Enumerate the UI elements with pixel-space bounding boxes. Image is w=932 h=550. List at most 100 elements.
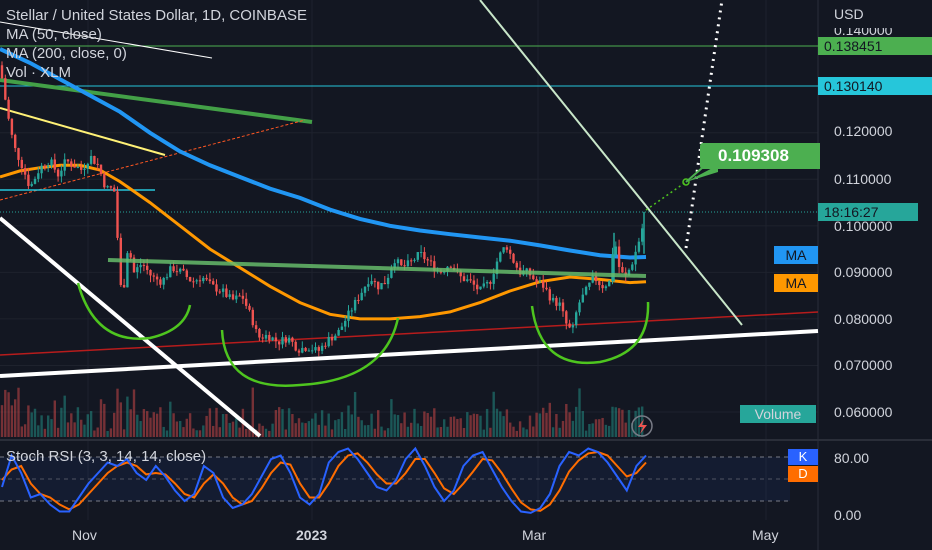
volume-bar xyxy=(482,429,485,437)
volume-bar xyxy=(50,419,53,437)
volume-bar xyxy=(429,416,433,437)
ma50-legend[interactable]: MA (50, close) xyxy=(6,26,102,43)
volume-bar xyxy=(363,425,367,437)
volume-bar xyxy=(459,418,462,437)
time-tick: 2023 xyxy=(296,527,328,543)
volume-bar xyxy=(466,412,469,437)
candle-body xyxy=(248,305,251,310)
volume-bar xyxy=(393,414,396,437)
volume-bar xyxy=(502,416,505,437)
candle-body xyxy=(449,266,452,268)
volume-bar xyxy=(462,428,466,437)
candle-body xyxy=(155,276,159,280)
time-tick: Nov xyxy=(72,527,97,543)
candle-body xyxy=(505,247,509,250)
volume-bar xyxy=(294,423,297,437)
candle-body xyxy=(396,259,400,264)
volume-bar xyxy=(472,413,476,437)
candle-body xyxy=(169,266,172,278)
candle-body xyxy=(258,329,261,338)
volume-bar xyxy=(367,425,370,437)
target-callout[interactable]: 0.109308 xyxy=(700,143,820,169)
volume-bar xyxy=(142,409,146,437)
volume-bar xyxy=(179,420,182,437)
volume-bar xyxy=(274,410,278,437)
candle-body xyxy=(403,265,406,267)
volume-bar xyxy=(347,405,350,437)
candle-body xyxy=(390,268,393,278)
volume-bar xyxy=(291,414,294,437)
candle-body xyxy=(231,294,235,300)
volume-bar xyxy=(611,406,614,437)
candle-body xyxy=(400,259,403,266)
volume-bar xyxy=(287,408,291,437)
candle-body xyxy=(340,326,344,330)
candle-body xyxy=(208,279,212,282)
candle-body xyxy=(317,347,320,351)
level-high-tag: 0.138451 xyxy=(818,37,932,55)
volume-bar xyxy=(469,415,472,437)
candle-body xyxy=(165,277,169,279)
candle-body xyxy=(103,174,106,188)
volume-bar xyxy=(146,411,149,437)
candle-body xyxy=(525,268,528,272)
volume-bar xyxy=(446,426,449,437)
candle-body xyxy=(50,159,53,166)
volume-bar xyxy=(208,408,212,437)
volume-bar xyxy=(20,426,23,437)
candle-body xyxy=(617,246,621,267)
candle-body xyxy=(268,334,271,341)
volume-bar xyxy=(581,411,584,437)
volume-bar xyxy=(380,426,383,437)
volume-bar xyxy=(271,423,274,437)
price-tick: 0.110000 xyxy=(834,171,892,187)
candle-body xyxy=(509,249,512,254)
stoch-rsi-legend[interactable]: Stoch RSI (3, 3, 14, 14, close) xyxy=(6,448,207,465)
candle-body xyxy=(254,325,258,330)
volume-bar xyxy=(522,427,525,437)
candle-body xyxy=(122,284,126,288)
volume-bar xyxy=(53,400,56,437)
volume-legend[interactable]: Vol · XLM xyxy=(6,64,72,81)
volume-bar xyxy=(377,410,380,437)
projection-white-dotted xyxy=(684,0,724,249)
volume-bar xyxy=(0,405,4,437)
candle-body xyxy=(482,283,485,287)
volume-bar xyxy=(525,429,528,437)
candle-body xyxy=(307,350,311,352)
candle-body xyxy=(106,186,109,188)
candle-body xyxy=(218,291,221,293)
volume-bar xyxy=(591,423,594,437)
volume-bar xyxy=(80,419,83,437)
candle-body xyxy=(330,337,334,341)
candle-body xyxy=(274,337,278,342)
volume-bar xyxy=(423,411,426,437)
volume-bar xyxy=(136,414,139,437)
ma200-legend[interactable]: MA (200, close, 0) xyxy=(6,45,127,62)
volume-bar xyxy=(195,430,198,437)
candle-body xyxy=(146,265,149,270)
volume-bar xyxy=(188,413,192,437)
candle-body xyxy=(558,302,561,306)
volume-bar xyxy=(122,429,126,437)
candle-body xyxy=(14,134,17,149)
trendlines xyxy=(0,0,819,438)
candle-body xyxy=(228,294,231,297)
falling-line-white xyxy=(0,216,262,438)
volume-bar xyxy=(518,421,522,437)
volume-bar xyxy=(221,414,225,437)
candle-body xyxy=(113,187,116,192)
callout-arrow xyxy=(686,165,718,182)
candle-body xyxy=(314,347,317,351)
volume-bar xyxy=(27,405,30,437)
candle-body xyxy=(80,166,83,170)
volume-bar xyxy=(56,427,60,437)
orange-dashed-trend xyxy=(0,119,306,201)
candle-body xyxy=(419,252,423,254)
candle-body xyxy=(410,260,413,262)
horizontal-levels xyxy=(0,45,818,213)
volume-bar xyxy=(314,413,317,437)
target-point xyxy=(682,178,690,186)
